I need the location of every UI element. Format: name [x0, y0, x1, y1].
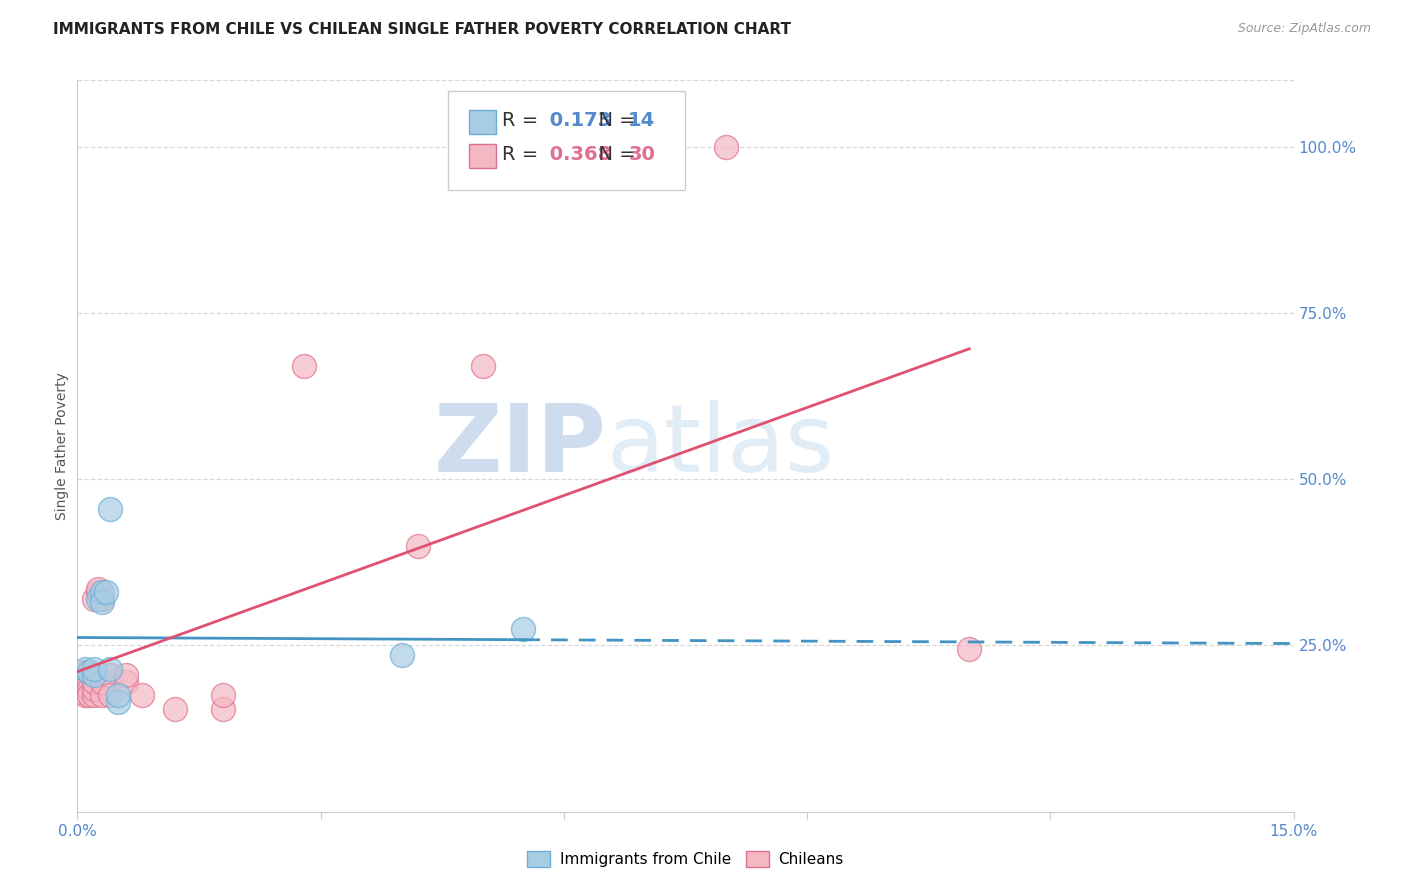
Point: [406, 539, 429, 553]
Point: [90, 689, 112, 703]
Point: [212, 701, 235, 715]
Text: 30: 30: [628, 145, 655, 164]
Point: [292, 359, 315, 374]
Point: [98, 662, 121, 676]
Point: [714, 140, 737, 154]
Text: 0.368: 0.368: [543, 145, 612, 164]
Point: [212, 689, 235, 703]
Point: [83, 675, 105, 690]
Y-axis label: Single Father Poverty: Single Father Poverty: [55, 372, 69, 520]
Text: R =: R =: [502, 111, 544, 130]
Text: R =: R =: [502, 145, 544, 164]
Point: [86, 582, 108, 596]
Point: [75, 662, 97, 676]
Text: N =: N =: [586, 111, 641, 130]
Point: [163, 701, 186, 715]
Point: [957, 641, 980, 656]
Point: [98, 668, 121, 682]
Point: [83, 689, 105, 703]
Point: [83, 681, 105, 696]
Point: [107, 695, 129, 709]
FancyBboxPatch shape: [470, 110, 496, 134]
Point: [83, 591, 105, 606]
Text: 14: 14: [628, 111, 655, 130]
Point: [115, 668, 138, 682]
Point: [79, 681, 101, 696]
Text: Source: ZipAtlas.com: Source: ZipAtlas.com: [1237, 22, 1371, 36]
Point: [98, 502, 121, 516]
Point: [79, 675, 101, 690]
Point: [90, 591, 112, 606]
Point: [83, 662, 105, 676]
Point: [107, 689, 129, 703]
Point: [75, 678, 97, 692]
FancyBboxPatch shape: [449, 91, 686, 190]
Point: [90, 585, 112, 599]
Point: [131, 689, 153, 703]
Point: [86, 591, 108, 606]
Legend: Immigrants from Chile, Chileans: Immigrants from Chile, Chileans: [522, 846, 849, 873]
Text: atlas: atlas: [606, 400, 835, 492]
Text: 0.173: 0.173: [543, 111, 612, 130]
Point: [70, 685, 93, 699]
Point: [391, 648, 413, 663]
Text: N =: N =: [586, 145, 641, 164]
Point: [75, 665, 97, 679]
Point: [90, 595, 112, 609]
FancyBboxPatch shape: [470, 144, 496, 168]
Point: [83, 668, 105, 682]
Point: [79, 689, 101, 703]
Point: [75, 689, 97, 703]
Point: [98, 689, 121, 703]
Point: [75, 675, 97, 690]
Text: IMMIGRANTS FROM CHILE VS CHILEAN SINGLE FATHER POVERTY CORRELATION CHART: IMMIGRANTS FROM CHILE VS CHILEAN SINGLE …: [53, 22, 792, 37]
Point: [94, 585, 117, 599]
Point: [90, 675, 112, 690]
Point: [86, 585, 108, 599]
Point: [471, 359, 494, 374]
Point: [115, 675, 138, 690]
Point: [512, 622, 534, 636]
Point: [79, 665, 101, 679]
Text: ZIP: ZIP: [433, 400, 606, 492]
